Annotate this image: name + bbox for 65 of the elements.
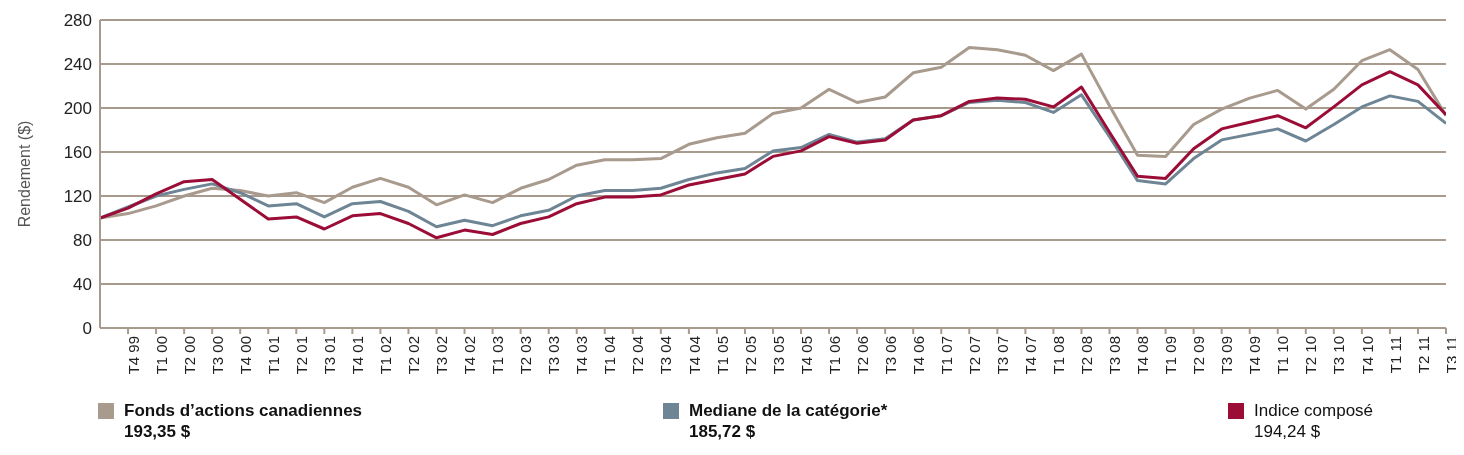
x-tick-label: T4 09	[1246, 336, 1264, 375]
x-tick-label: T2 05	[741, 336, 759, 375]
x-tick-label: T4 07	[1022, 336, 1040, 375]
x-tick-label: T2 08	[1078, 336, 1096, 375]
x-tick-label: T4 01	[349, 336, 367, 375]
x-tick-label: T1 10	[1274, 336, 1292, 375]
x-tick-label: T2 02	[405, 336, 423, 375]
x-tick-label: T1 07	[937, 336, 955, 375]
y-tick-label: 120	[63, 187, 92, 207]
x-tick-label: T4 05	[797, 336, 815, 375]
x-tick-label: T3 11	[1442, 336, 1460, 374]
x-tick-label: T4 04	[685, 336, 703, 375]
y-tick-label: 80	[73, 231, 92, 251]
x-tick-label: T3 07	[993, 336, 1011, 375]
x-tick-label: T4 02	[461, 336, 479, 375]
x-tick-label: T2 10	[1302, 336, 1320, 375]
legend-label: Fonds d’actions canadiennes	[124, 400, 363, 421]
x-tick-label: T3 08	[1106, 336, 1124, 375]
x-tick-label: T1 05	[713, 336, 731, 375]
y-tick-label: 160	[63, 143, 92, 163]
x-tick-label: T2 00	[180, 336, 198, 375]
text: 193,35 $	[124, 421, 192, 442]
x-tick-label: T4 03	[573, 336, 591, 375]
x-tick-label: T3 02	[433, 336, 451, 375]
x-tick-label: T3 09	[1218, 336, 1236, 375]
y-tick-label: 200	[63, 99, 92, 119]
x-tick-label: T3 05	[769, 336, 787, 375]
x-tick-label: T3 00	[208, 336, 226, 375]
line-series	[100, 46, 1446, 220]
x-tick-label: T4 00	[236, 336, 254, 375]
legend-label: Mediane de la catégorie*	[689, 400, 888, 421]
text: 185,72 $	[689, 421, 757, 442]
x-tick-label: T3 03	[545, 336, 563, 375]
y-axis-title: Rendement ($)	[15, 120, 33, 228]
x-tick-label: T1 03	[489, 336, 507, 375]
x-tick-label: T1 08	[1050, 336, 1068, 375]
line-series	[100, 70, 1446, 240]
x-tick-label: T1 06	[825, 336, 843, 375]
x-tick-label: T1 01	[264, 336, 282, 375]
x-tick-label: T3 06	[881, 336, 899, 375]
x-tick-label: T4 99	[124, 336, 142, 375]
x-tick-label: T1 11	[1386, 336, 1404, 374]
x-tick-label: T2 04	[629, 336, 647, 375]
legend-label: Indice composé	[1254, 400, 1374, 421]
x-tick-label: T2 09	[1190, 336, 1208, 375]
x-tick-label: T4 08	[1134, 336, 1152, 375]
y-tick-label: 240	[63, 55, 92, 75]
x-tick-label: T2 07	[965, 336, 983, 375]
x-tick-label: T3 04	[657, 336, 675, 375]
x-tick-label: T2 06	[853, 336, 871, 375]
x-tick-label: T2 11	[1414, 336, 1432, 374]
x-tick-label: T4 10	[1358, 336, 1376, 375]
x-tick-label: T1 00	[152, 336, 170, 375]
x-tick-label: T2 03	[517, 336, 535, 375]
x-tick-label: T3 10	[1330, 336, 1348, 375]
x-tick-label: T1 04	[601, 336, 619, 375]
x-tick-label: T2 01	[292, 336, 310, 375]
y-tick-label: 0	[82, 319, 92, 339]
x-tick-label: T1 09	[1162, 336, 1180, 375]
x-tick-label: T3 01	[320, 336, 338, 375]
x-tick-label: T4 06	[909, 336, 927, 375]
x-tick-label: T1 02	[377, 336, 395, 375]
y-tick-label: 280	[63, 11, 92, 31]
y-tick-label: 40	[73, 275, 92, 295]
text: 194,24 $	[1254, 421, 1322, 442]
